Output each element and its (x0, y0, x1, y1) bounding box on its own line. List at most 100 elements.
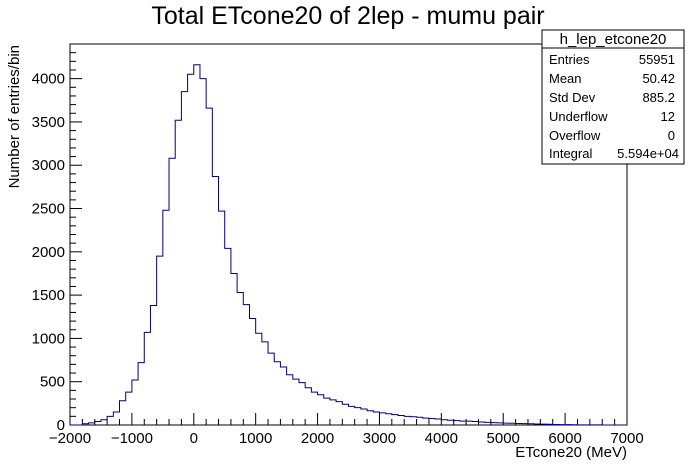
histogram-bin (194, 65, 200, 425)
chart-title: Total ETcone20 of 2lep - mumu pair (151, 2, 544, 30)
histogram-bin (324, 398, 330, 425)
histogram-bin (287, 375, 293, 425)
histogram-bin (441, 420, 447, 425)
x-tick-label: 3000 (363, 430, 396, 447)
histogram-bin (330, 400, 336, 425)
histogram-bins (70, 64, 627, 426)
y-tick-label: 3500 (32, 114, 65, 131)
stats-box-histogram-name: h_lep_etcone20 (560, 31, 667, 48)
histogram-bin (509, 423, 515, 425)
histogram-bin (268, 353, 274, 425)
y-tick-label: 0 (57, 417, 65, 434)
histogram-bin (349, 406, 355, 425)
histogram-bin (225, 248, 231, 425)
histogram-bin (293, 379, 299, 425)
histogram-bin (417, 417, 423, 425)
x-axis-title: ETcone20 (MeV) (515, 444, 627, 461)
histogram-bin (410, 417, 416, 425)
stats-value-underflow: 12 (661, 109, 675, 124)
histogram-bin (206, 108, 212, 425)
histogram-bin (107, 416, 113, 425)
histogram-bin (95, 422, 101, 425)
y-tick-label: 2000 (32, 244, 65, 261)
x-tick-label: 4000 (425, 430, 458, 447)
histogram-bin (547, 424, 553, 425)
histogram-bin (318, 395, 324, 425)
x-tick-label: −2000 (49, 430, 91, 447)
histogram-bin (361, 409, 367, 425)
histogram-bin (392, 415, 398, 425)
histogram-bin (305, 388, 311, 425)
histogram-bin (367, 411, 373, 425)
y-tick-label: 4000 (32, 71, 65, 88)
histogram-bin (398, 415, 404, 425)
histogram-bin (404, 416, 410, 425)
histogram-bin (491, 423, 497, 425)
histogram-outline (70, 64, 627, 426)
histogram-bin (89, 423, 95, 425)
histogram-bin (101, 420, 107, 425)
histogram-bin (534, 424, 540, 425)
histogram-bin (485, 422, 491, 425)
histogram-bin (466, 421, 472, 425)
histogram-bin (435, 419, 441, 425)
histogram-bin (150, 306, 156, 425)
stats-label-entries: Entries (549, 52, 590, 67)
y-tick-label: 3000 (32, 157, 65, 174)
x-tick-label: 0 (190, 430, 198, 447)
histogram-bin (528, 424, 534, 425)
histogram-bin (454, 421, 460, 425)
y-tick-label: 2500 (32, 201, 65, 218)
histogram-bin (188, 74, 194, 425)
histogram-bin (175, 120, 181, 425)
histogram-bin (256, 333, 262, 425)
histogram-bin (379, 413, 385, 425)
histogram-bin (478, 422, 484, 425)
stats-box-border (541, 29, 685, 165)
histogram-bin (280, 367, 286, 425)
histogram-bin (540, 424, 546, 425)
stats-value-std-dev: 885.2 (642, 90, 675, 105)
histogram-bin (237, 293, 243, 425)
histogram-bin (157, 256, 163, 425)
histogram-bin (219, 211, 225, 425)
y-axis-ticks: 0 500 1000 1500 2000 2500 3000 3500 4000 (32, 43, 82, 434)
histogram-bin (342, 404, 348, 425)
histogram-bin (516, 423, 522, 425)
histogram-bin (262, 342, 268, 425)
stats-value-integral: 5.594e+04 (617, 146, 679, 161)
histogram-bin (355, 408, 361, 425)
histogram-bin (181, 92, 187, 425)
stats-label-mean: Mean (549, 71, 582, 86)
stats-label-overflow: Overflow (549, 128, 601, 143)
histogram-bin (113, 412, 119, 425)
histogram-bin (503, 423, 509, 425)
x-tick-label: 7000 (610, 430, 643, 447)
stats-label-underflow: Underflow (549, 109, 608, 124)
y-tick-label: 1500 (32, 287, 65, 304)
x-tick-label: 2000 (301, 430, 334, 447)
histogram-bin (231, 273, 237, 425)
stats-value-entries: 55951 (639, 52, 675, 67)
histogram-bin (423, 418, 429, 425)
histogram-bin (249, 318, 255, 425)
histogram-bin (373, 412, 379, 425)
histogram-bin (126, 392, 132, 425)
histogram-bin (163, 210, 169, 425)
histogram-bin (460, 421, 466, 425)
histogram-bin (144, 332, 150, 425)
histogram-bin (386, 414, 392, 425)
histogram-bin (132, 380, 138, 425)
histogram-bin (522, 424, 528, 425)
y-tick-label: 500 (40, 374, 65, 391)
y-tick-label: 1000 (32, 330, 65, 347)
histogram-bin (497, 423, 503, 425)
histogram-bin (243, 305, 249, 425)
stats-value-mean: 50.42 (642, 71, 675, 86)
x-axis-ticks: −2000 −1000 0 1000 2000 3000 4000 5000 6000 7000 (49, 413, 644, 447)
y-axis-title: Number of entries/bin (6, 45, 23, 188)
stats-box: h_lep_etcone20 Entries 55951 Mean 50.42 … (541, 29, 685, 165)
histogram-bin (553, 424, 559, 425)
x-tick-label: −1000 (111, 430, 153, 447)
